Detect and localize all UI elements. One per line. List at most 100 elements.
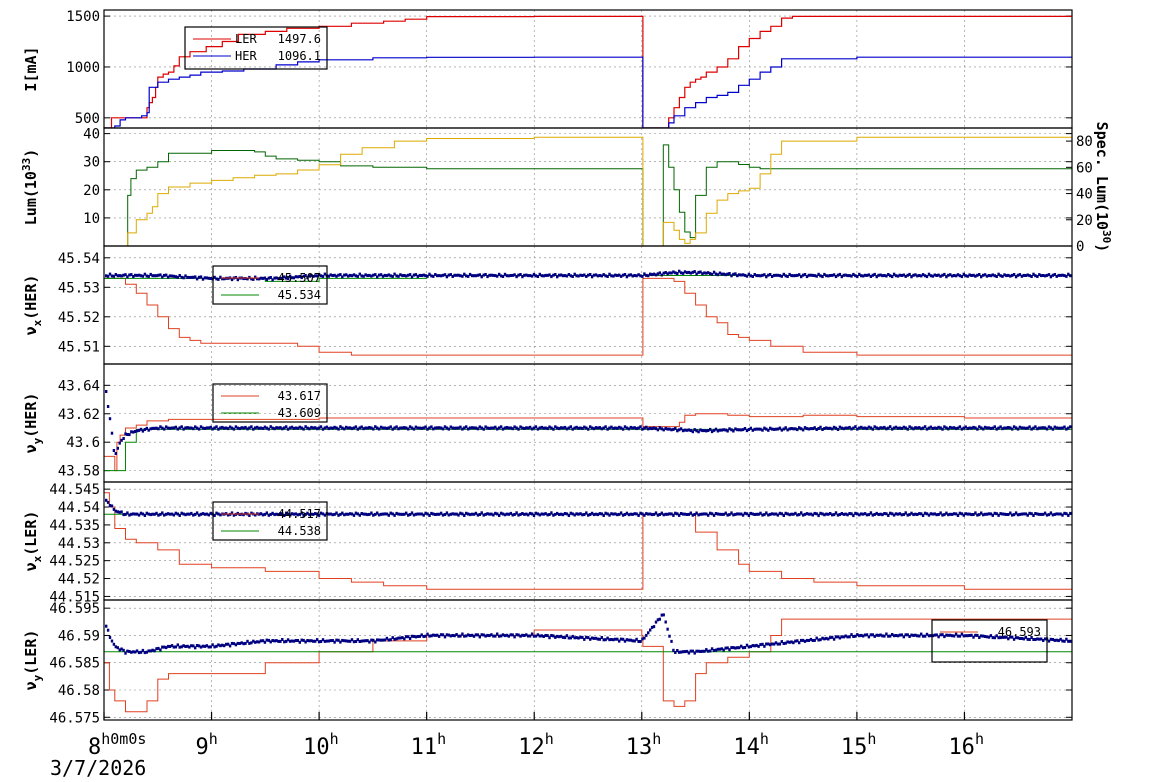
data-point [337, 273, 340, 277]
data-point [139, 511, 143, 515]
data-point [1047, 513, 1051, 517]
data-point [949, 273, 952, 277]
data-point [966, 427, 969, 431]
data-point [681, 650, 685, 654]
data-point [590, 275, 594, 279]
data-point [552, 427, 555, 431]
data-point [174, 425, 177, 429]
data-point [422, 635, 425, 638]
data-point [401, 274, 404, 278]
data-point [840, 512, 843, 515]
data-point [1016, 273, 1020, 277]
data-point [1069, 511, 1072, 515]
data-point [647, 631, 650, 635]
data-point [201, 512, 205, 516]
data-point [962, 272, 965, 276]
data-point [370, 638, 373, 642]
data-point [743, 646, 747, 649]
data-point [184, 513, 187, 517]
data-point [991, 513, 994, 517]
data-point [730, 511, 733, 515]
data-point [108, 504, 112, 507]
y2tick-label: 60 [1076, 160, 1093, 176]
data-point [772, 642, 776, 646]
data-point [567, 273, 571, 276]
data-point [652, 512, 656, 516]
data-point [348, 639, 352, 643]
data-point [422, 513, 425, 517]
data-point [709, 272, 712, 276]
ytick-label: 46.59 [58, 628, 100, 644]
data-point [1065, 274, 1068, 278]
data-point [168, 512, 172, 516]
data-point [900, 633, 903, 637]
data-point [170, 512, 174, 516]
data-point [569, 425, 572, 429]
data-point [461, 427, 464, 431]
data-point [286, 427, 290, 431]
data-point [308, 427, 311, 431]
data-point [575, 425, 578, 429]
data-point [474, 426, 478, 430]
data-point [443, 425, 447, 429]
ytick-label: 10 [83, 211, 100, 227]
data-point [569, 511, 572, 515]
data-point [155, 647, 158, 651]
data-point [958, 511, 962, 515]
data-point [277, 639, 280, 643]
data-point [256, 425, 259, 429]
data-point [168, 426, 172, 430]
data-point [832, 637, 836, 641]
data-point [110, 639, 114, 643]
data-point [437, 426, 441, 430]
data-point [476, 427, 480, 431]
data-point [695, 649, 698, 653]
data-point [962, 634, 965, 638]
data-point [434, 633, 437, 637]
data-point [352, 640, 356, 644]
data-point [910, 633, 913, 637]
data-point [627, 513, 631, 517]
data-point [829, 426, 832, 430]
data-point [786, 512, 789, 516]
data-point [583, 273, 586, 277]
data-point [445, 511, 449, 515]
data-point [759, 643, 762, 647]
data-point [668, 512, 671, 516]
data-point [770, 512, 774, 516]
data-point [993, 511, 996, 515]
data-point [805, 275, 809, 279]
data-point [821, 428, 824, 431]
data-point [254, 275, 257, 279]
data-point [565, 512, 569, 516]
data-point [399, 273, 402, 277]
data-point [790, 512, 793, 516]
xtick-label: 10h [303, 730, 339, 760]
data-point [741, 273, 745, 277]
data-point [275, 276, 278, 280]
data-point [666, 427, 669, 431]
data-point [430, 274, 433, 278]
data-point [259, 426, 263, 430]
data-point [774, 512, 778, 516]
data-point [337, 638, 340, 642]
data-point [1047, 425, 1051, 429]
data-point [770, 275, 774, 278]
data-point [554, 512, 557, 516]
data-point [166, 512, 170, 516]
data-point [532, 634, 536, 638]
data-point [902, 635, 905, 639]
data-point [374, 425, 377, 429]
data-point [852, 426, 855, 430]
data-point [703, 271, 706, 275]
data-point [850, 633, 853, 637]
data-point [1053, 638, 1056, 642]
data-point [1024, 635, 1027, 639]
data-point [420, 512, 423, 516]
data-point [432, 274, 435, 278]
data-point [569, 636, 572, 640]
series-group [104, 136, 1072, 246]
data-point [474, 633, 478, 637]
data-point [662, 513, 665, 517]
